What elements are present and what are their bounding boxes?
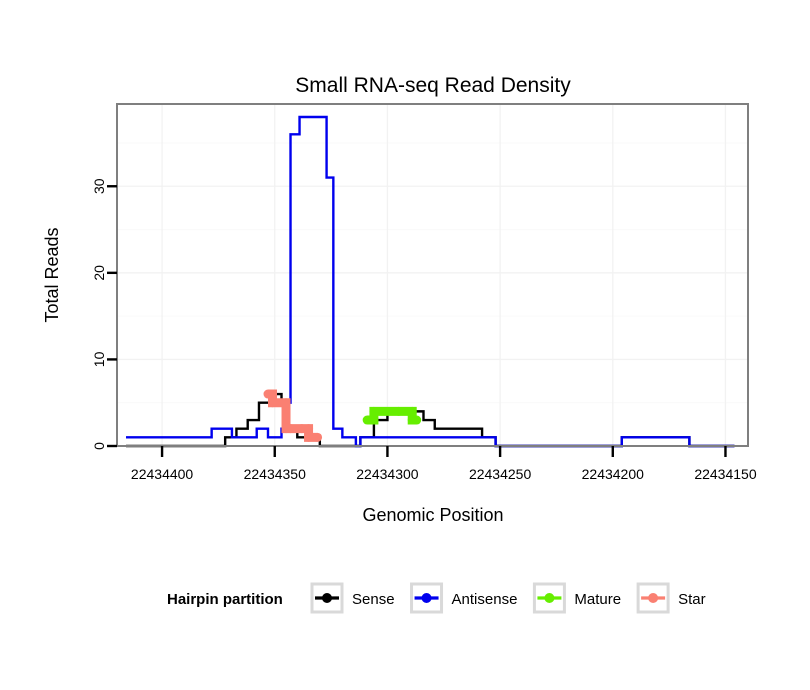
legend-entry-star[interactable]: Star <box>636 582 706 614</box>
legend-entry-mature[interactable]: Mature <box>532 582 621 614</box>
y-tick-labels: 0 10 20 30 <box>91 178 107 450</box>
series-marker-mature <box>412 415 422 425</box>
legend-key-marker <box>544 593 555 603</box>
plot-panel <box>116 103 749 448</box>
x-axis: 22434400 22434350 22434300 22434250 22434200… <box>131 446 757 525</box>
series-marker-star <box>268 398 277 408</box>
legend-entries: Sense Antisense Mature Star <box>310 582 706 614</box>
y-tick-label: 0 <box>91 442 107 450</box>
series-marker-mature <box>362 415 372 425</box>
x-tick-label: 22434350 <box>244 466 307 482</box>
legend-entry-label: Antisense <box>452 591 518 608</box>
series-marker-mature <box>394 406 404 416</box>
series-marker-star <box>304 424 314 434</box>
legend-entry-label: Mature <box>574 591 621 608</box>
grid-major-vertical <box>161 104 727 446</box>
y-axis: 0 10 20 30 Total Reads <box>42 178 117 450</box>
series-marker-mature <box>369 415 379 425</box>
legend-entry-label: Sense <box>352 591 395 608</box>
series-line-antisense <box>126 115 735 448</box>
series-mature <box>362 406 422 425</box>
series-antisense <box>126 115 735 448</box>
x-tick-marks <box>160 446 727 457</box>
panel-border <box>116 103 749 447</box>
legend-entry-antisense[interactable]: Antisense <box>410 582 518 614</box>
series-marker-star <box>297 424 307 434</box>
series-marker-star <box>281 398 291 408</box>
legend-key-marker <box>322 593 332 603</box>
legend-title: Hairpin partition <box>167 591 283 608</box>
chart-title: Small RNA-seq Read Density <box>295 74 571 97</box>
x-tick-label: 22434250 <box>469 466 532 482</box>
y-axis-title: Total Reads <box>42 227 62 322</box>
legend-entry-sense[interactable]: Sense <box>310 582 395 614</box>
y-tick-label: 20 <box>91 265 107 281</box>
series-marker-mature <box>407 406 417 416</box>
legend-entry-label: Star <box>678 591 706 608</box>
legend-key-marker <box>421 593 432 603</box>
x-tick-label: 22434400 <box>131 466 194 482</box>
x-tick-label: 22434150 <box>694 466 757 482</box>
series-marker-star <box>268 389 277 399</box>
series-marker-star <box>313 432 323 442</box>
y-tick-label: 30 <box>91 178 107 194</box>
series-star <box>263 389 323 442</box>
y-tick-marks <box>107 185 117 448</box>
x-axis-title: Genomic Position <box>362 505 503 525</box>
y-tick-label: 10 <box>91 351 107 367</box>
x-tick-labels: 22434400 22434350 22434300 22434250 22434200… <box>131 466 757 482</box>
series-marker-mature <box>369 406 379 416</box>
x-tick-label: 22434300 <box>356 466 419 482</box>
grid-minor-horizontal <box>117 142 748 404</box>
legend-key-marker <box>648 593 659 603</box>
series-marker-star <box>286 424 296 434</box>
series-marker-star <box>304 432 314 442</box>
panel-background <box>117 104 748 446</box>
chart-legend: Hairpin partition Sense Antisense Mature St… <box>167 582 706 614</box>
x-tick-label: 22434200 <box>582 466 645 482</box>
